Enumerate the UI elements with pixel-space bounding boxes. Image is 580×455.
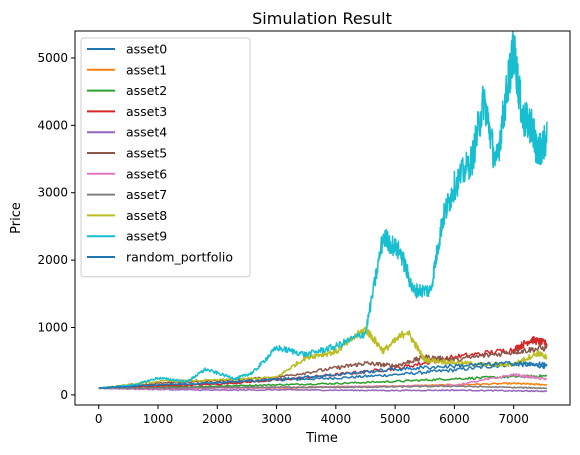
y-axis-label: Price [9,202,24,234]
series-line-asset9 [98,31,548,389]
legend-entry-label: asset1 [126,62,167,77]
legend-entry-label: asset8 [126,208,167,223]
x-tick-label: 7000 [498,412,529,426]
series-line-asset5 [98,344,548,390]
x-tick-label: 6000 [439,412,470,426]
legend-entry-label: asset6 [126,166,167,181]
y-tick-label: 4000 [37,118,68,132]
x-tick-label: 4000 [321,412,352,426]
x-tick-label: 1000 [143,412,174,426]
legend-entry-label: asset5 [126,146,167,161]
legend-entry-label: random_portfolio [126,250,233,265]
series-line-asset8 [98,326,548,390]
x-tick-label: 5000 [380,412,411,426]
legend: asset0 asset1 asset2 asset3 asset4 asset5 asse… [80,37,251,278]
legend-box [80,37,251,278]
legend-entry-label: asset3 [126,104,167,119]
series-line-asset2 [98,374,548,390]
chart-title: Simulation Result [252,9,392,28]
plot-area-frame [74,30,571,406]
legend-entry-label: asset4 [126,125,167,140]
x-tick-label: 0 [95,412,103,426]
legend-entry-label: asset9 [126,229,167,244]
x-tick-label: 3000 [261,412,292,426]
legend-entry-label: asset0 [126,42,167,57]
y-tick-label: 2000 [37,253,68,267]
legend-entry-label: asset7 [126,187,167,202]
series-line-asset7 [98,384,548,390]
series-line-asset4 [98,387,548,393]
x-tick-label: 2000 [202,412,233,426]
y-tick-label: 1000 [37,321,68,335]
y-tick-label: 0 [60,388,68,402]
y-tick-label: 3000 [37,186,68,200]
y-tick-label: 5000 [37,51,68,65]
legend-entry-label: asset2 [126,83,167,98]
series-line-random_portfolio [98,360,548,390]
x-axis-label: Time [305,431,338,446]
